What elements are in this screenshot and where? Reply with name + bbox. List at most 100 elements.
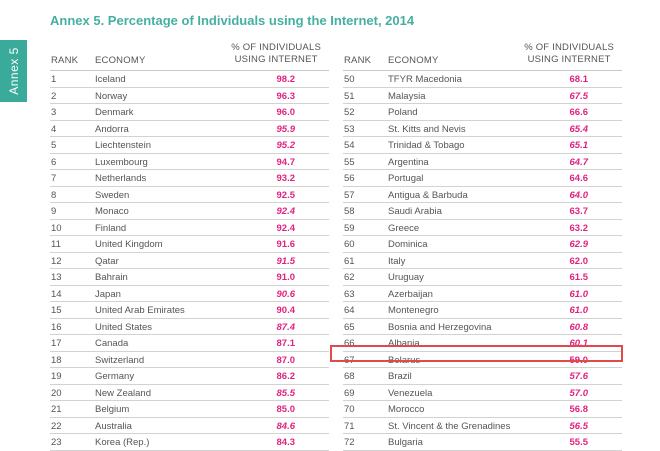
value-cell: 94.7	[276, 156, 296, 168]
rank-cell: 1	[51, 74, 57, 85]
rank-cell: 50	[344, 74, 355, 85]
rank-cell: 65	[344, 321, 355, 333]
table-row: 52 Poland 66.6	[343, 104, 622, 121]
economy-cell: St. Kitts and Nevis	[388, 123, 466, 135]
value-cell: 84.3	[276, 437, 296, 448]
value-cell: 61.0	[569, 305, 589, 316]
rank-cell: 60	[344, 239, 355, 250]
economy-cell: Uruguay	[388, 272, 424, 283]
economy-cell: Netherlands	[95, 173, 147, 184]
value-cell: 65.4	[569, 123, 589, 135]
economy-cell: Italy	[388, 255, 406, 267]
economy-cell: Finland	[95, 222, 127, 234]
economy-cell: Bahrain	[95, 272, 128, 283]
value-cell: 56.8	[569, 404, 589, 415]
economy-cell: Bosnia and Herzegovina	[388, 321, 492, 333]
page-title: Annex 5. Percentage of Individuals using…	[50, 13, 415, 28]
value-cell: 91.6	[276, 239, 296, 250]
value-cell: 90.6	[276, 288, 296, 300]
rank-cell: 4	[51, 123, 57, 135]
value-cell: 98.2	[276, 74, 296, 85]
percentage-column-header: % OF INDIVIDUALS USING INTERNET	[524, 42, 614, 66]
economy-cell: Greece	[388, 222, 420, 234]
rank-cell: 7	[51, 173, 57, 184]
value-cell: 60.8	[569, 321, 589, 333]
table-row: 19 Germany 86.2	[50, 368, 329, 385]
rank-column-header: RANK	[344, 55, 372, 66]
economy-cell: Andorra	[95, 123, 129, 135]
value-cell: 67.5	[569, 90, 589, 102]
rank-cell: 14	[51, 288, 62, 300]
rank-cell: 22	[51, 420, 62, 432]
rank-cell: 58	[344, 206, 355, 217]
table-row: 13 Bahrain 91.0	[50, 269, 329, 286]
rank-cell: 10	[51, 222, 62, 234]
rank-cell: 56	[344, 173, 355, 184]
rank-cell: 12	[51, 255, 62, 267]
economy-cell: TFYR Macedonia	[388, 74, 462, 85]
economy-cell: Argentina	[388, 156, 429, 168]
table-body-right: 50 TFYR Macedonia 68.1 51 Malaysia 67.5 52 Pola…	[343, 71, 622, 451]
rank-cell: 17	[51, 338, 62, 349]
table-row: 8 Sweden 92.5	[50, 187, 329, 203]
percentage-header-line2: USING INTERNET	[234, 54, 318, 65]
rank-cell: 19	[51, 371, 62, 382]
value-cell: 55.5	[569, 437, 589, 448]
rank-cell: 6	[51, 156, 57, 168]
economy-cell: New Zealand	[95, 387, 151, 399]
rank-cell: 13	[51, 272, 62, 283]
economy-cell: Poland	[388, 107, 418, 118]
rank-cell: 66	[344, 338, 355, 349]
table-row: 15 United Arab Emirates 90.4	[50, 302, 329, 319]
table-row: 14 Japan 90.6	[50, 286, 329, 302]
value-cell: 63.2	[569, 222, 589, 234]
rank-cell: 51	[344, 90, 355, 102]
table-header: RANK ECONOMY % OF INDIVIDUALS USING INTE…	[343, 40, 622, 71]
value-cell: 91.5	[276, 255, 296, 267]
economy-cell: Malaysia	[388, 90, 426, 102]
table-row: 17 Canada 87.1	[50, 335, 329, 352]
value-cell: 61.0	[569, 288, 589, 300]
rank-cell: 52	[344, 107, 355, 118]
percentage-header-line1: % OF INDIVIDUALS	[524, 42, 614, 53]
value-cell: 57.0	[569, 387, 589, 399]
table-row: 56 Portugal 64.6	[343, 170, 622, 187]
value-cell: 86.2	[276, 371, 296, 382]
table-row: 69 Venezuela 57.0	[343, 385, 622, 401]
value-cell: 68.1	[569, 74, 589, 85]
rank-cell: 61	[344, 255, 355, 267]
economy-cell: United Kingdom	[95, 239, 163, 250]
table-row: 2 Norway 96.3	[50, 88, 329, 104]
economy-cell: Canada	[95, 338, 129, 349]
value-cell: 87.0	[276, 354, 296, 366]
value-cell: 56.5	[569, 420, 589, 432]
table-row: 16 United States 87.4	[50, 319, 329, 335]
economy-cell: Korea (Rep.)	[95, 437, 150, 448]
table-row: 63 Azerbaijan 61.0	[343, 286, 622, 302]
rank-cell: 55	[344, 156, 355, 168]
table-row: 11 United Kingdom 91.6	[50, 236, 329, 253]
table-row: 61 Italy 62.0	[343, 253, 622, 269]
table-row: 53 St. Kitts and Nevis 65.4	[343, 121, 622, 137]
value-cell: 85.5	[276, 387, 296, 399]
economy-cell: Portugal	[388, 173, 424, 184]
economy-cell: Denmark	[95, 107, 134, 118]
rank-cell: 59	[344, 222, 355, 234]
value-cell: 65.1	[569, 140, 589, 151]
table-row: 72 Bulgaria 55.5	[343, 434, 622, 451]
table-row: 12 Qatar 91.5	[50, 253, 329, 269]
rank-column-header: RANK	[51, 55, 79, 66]
rank-cell: 71	[344, 420, 355, 432]
table-row: 23 Korea (Rep.) 84.3	[50, 434, 329, 451]
value-cell: 92.5	[276, 189, 296, 201]
economy-cell: Antigua & Barbuda	[388, 189, 468, 201]
economy-cell: United Arab Emirates	[95, 305, 185, 316]
economy-cell: Germany	[95, 371, 135, 382]
rank-cell: 68	[344, 371, 355, 382]
table-row: 4 Andorra 95.9	[50, 121, 329, 137]
economy-cell: United States	[95, 321, 153, 333]
value-cell: 90.4	[276, 305, 296, 316]
economy-column-header: ECONOMY	[388, 55, 439, 66]
rank-cell: 69	[344, 387, 355, 399]
table-row: 20 New Zealand 85.5	[50, 385, 329, 401]
